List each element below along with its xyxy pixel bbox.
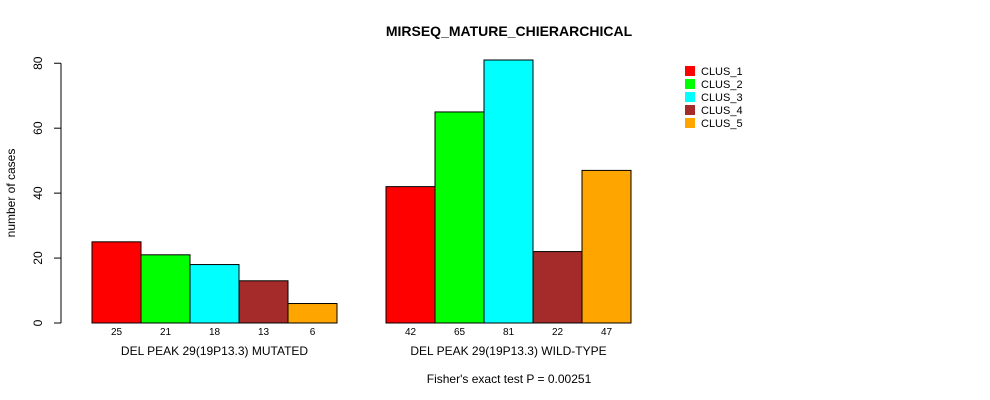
legend-swatch-clus_2 [685, 79, 695, 89]
y-tick-label-0: 0 [31, 319, 45, 326]
data-label-clus_2-group-2: 65 [454, 327, 466, 338]
y-tick-label-2: 40 [31, 186, 45, 200]
x-category-label-1: DEL PEAK 29(19P13.3) MUTATED [121, 344, 309, 358]
bar-clus_4-group-1 [238, 280, 289, 324]
chart-title: MIRSEQ_MATURE_CHIERARCHICAL [386, 23, 633, 39]
bar-clus_5-group-1 [287, 303, 338, 324]
data-label-clus_4-group-2: 22 [552, 327, 564, 338]
legend-label-clus_2: CLUS_2 [701, 79, 743, 91]
data-label-clus_1-group-1: 25 [111, 327, 123, 338]
legend-label-clus_4: CLUS_4 [701, 105, 743, 117]
group-labels: DEL PEAK 29(19P13.3) MUTATED DEL PEAK 29(… [121, 344, 607, 358]
y-axis: 0 20 40 60 80 [31, 56, 62, 326]
data-label-clus_3-group-1: 18 [209, 327, 221, 338]
bar-clus_1-group-2 [385, 186, 436, 324]
data-label-clus_1-group-2: 42 [405, 327, 417, 338]
x-category-label-2: DEL PEAK 29(19P13.3) WILD-TYPE [410, 344, 606, 358]
data-label-clus_2-group-1: 21 [160, 327, 172, 338]
footnote: Fisher's exact test P = 0.00251 [427, 372, 592, 386]
y-tick-label-3: 60 [31, 121, 45, 135]
data-label-clus_4-group-1: 13 [258, 327, 270, 338]
data-label-clus_5-group-2: 47 [601, 327, 613, 338]
bar-clus_3-group-2 [483, 59, 534, 324]
legend-label-clus_5: CLUS_5 [701, 118, 743, 130]
y-axis-label: number of cases [4, 149, 18, 238]
legend-label-clus_3: CLUS_3 [701, 92, 743, 104]
legend-swatch-clus_1 [685, 66, 695, 76]
data-label-clus_5-group-1: 6 [310, 327, 316, 338]
data-label-clus_3-group-2: 81 [503, 327, 515, 338]
legend-label-clus_1: CLUS_1 [701, 66, 743, 78]
bar-clus_4-group-2 [532, 251, 583, 324]
legend-swatch-clus_3 [685, 92, 695, 102]
bar-clus_1-group-1 [91, 241, 142, 324]
bar-clus_2-group-1 [140, 254, 191, 324]
bar-clus_2-group-2 [434, 111, 485, 324]
y-tick-label-4: 80 [31, 56, 45, 70]
legend-swatch-clus_5 [685, 118, 695, 128]
bars [91, 59, 632, 324]
y-tick-label-1: 20 [31, 251, 45, 265]
bar-clus_3-group-1 [189, 264, 240, 324]
data-labels: 25 21 18 13 6 42 65 81 22 47 [111, 327, 613, 338]
bar-clus_5-group-2 [581, 169, 632, 324]
legend-swatch-clus_4 [685, 105, 695, 115]
